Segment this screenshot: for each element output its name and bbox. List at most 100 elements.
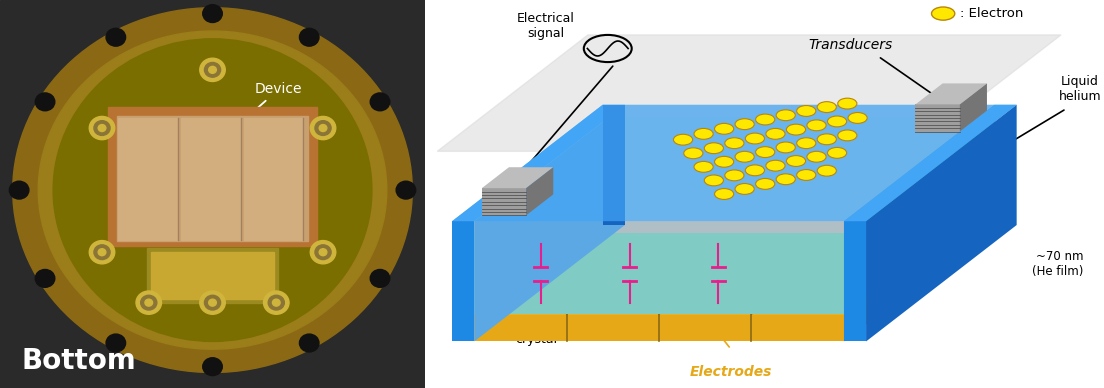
- Bar: [147, 248, 278, 303]
- Polygon shape: [481, 188, 527, 215]
- Circle shape: [35, 93, 55, 111]
- Circle shape: [755, 147, 775, 158]
- Polygon shape: [475, 314, 843, 341]
- Text: Transducers: Transducers: [808, 38, 893, 52]
- Circle shape: [786, 156, 806, 166]
- Polygon shape: [843, 116, 995, 314]
- Polygon shape: [843, 105, 1017, 221]
- Circle shape: [98, 125, 106, 132]
- Polygon shape: [843, 105, 995, 233]
- Polygon shape: [915, 83, 987, 104]
- Text: Electrodes: Electrodes: [690, 365, 772, 379]
- Circle shape: [140, 295, 157, 310]
- Circle shape: [89, 241, 115, 264]
- Circle shape: [817, 165, 837, 176]
- Bar: [151, 252, 274, 299]
- Circle shape: [310, 116, 336, 140]
- Circle shape: [145, 299, 152, 306]
- Circle shape: [755, 114, 775, 125]
- Circle shape: [735, 151, 754, 162]
- Circle shape: [315, 245, 331, 260]
- Polygon shape: [603, 105, 625, 225]
- Text: : Electron: : Electron: [960, 7, 1023, 20]
- Polygon shape: [475, 105, 995, 221]
- Circle shape: [299, 334, 319, 352]
- Circle shape: [370, 93, 390, 111]
- Circle shape: [396, 181, 416, 199]
- Circle shape: [370, 270, 390, 288]
- Circle shape: [39, 31, 386, 349]
- Circle shape: [725, 170, 744, 181]
- Circle shape: [766, 128, 785, 139]
- Polygon shape: [475, 221, 843, 233]
- Polygon shape: [475, 198, 995, 314]
- Circle shape: [786, 124, 806, 135]
- Text: ~70 nm
(He film): ~70 nm (He film): [1032, 250, 1083, 278]
- Circle shape: [319, 249, 327, 256]
- Polygon shape: [915, 104, 959, 132]
- Circle shape: [315, 121, 331, 135]
- Circle shape: [828, 147, 847, 158]
- Circle shape: [13, 8, 412, 372]
- Circle shape: [204, 62, 221, 77]
- Polygon shape: [475, 233, 843, 314]
- Circle shape: [776, 142, 795, 153]
- Circle shape: [136, 291, 161, 314]
- Circle shape: [200, 291, 225, 314]
- Text: Device: Device: [191, 82, 302, 168]
- Polygon shape: [437, 35, 1061, 151]
- Circle shape: [745, 133, 764, 144]
- Circle shape: [817, 102, 837, 113]
- Circle shape: [766, 160, 785, 171]
- Circle shape: [714, 156, 734, 167]
- Circle shape: [776, 110, 795, 121]
- Bar: [181, 118, 241, 240]
- Circle shape: [797, 138, 816, 149]
- Circle shape: [310, 241, 336, 264]
- Circle shape: [35, 269, 55, 287]
- Bar: [108, 107, 317, 246]
- Circle shape: [98, 249, 106, 256]
- Circle shape: [755, 178, 775, 189]
- Circle shape: [817, 134, 837, 145]
- Circle shape: [264, 291, 289, 314]
- Circle shape: [273, 299, 280, 306]
- Circle shape: [745, 165, 764, 176]
- Circle shape: [838, 98, 857, 109]
- Circle shape: [704, 175, 723, 186]
- Circle shape: [735, 184, 754, 194]
- Circle shape: [200, 58, 225, 81]
- Circle shape: [209, 299, 216, 306]
- Circle shape: [299, 28, 319, 46]
- Circle shape: [797, 170, 816, 180]
- Text: Bottom: Bottom: [21, 346, 136, 374]
- Polygon shape: [843, 198, 995, 341]
- Circle shape: [694, 128, 713, 139]
- Ellipse shape: [53, 39, 372, 341]
- Circle shape: [203, 358, 222, 376]
- Circle shape: [694, 161, 713, 172]
- Circle shape: [209, 66, 216, 73]
- Circle shape: [9, 181, 29, 199]
- Polygon shape: [453, 221, 475, 341]
- Circle shape: [683, 148, 703, 159]
- Circle shape: [807, 151, 826, 162]
- Circle shape: [725, 138, 744, 149]
- Text: Liquid
helium: Liquid helium: [1059, 75, 1102, 103]
- Polygon shape: [453, 105, 625, 221]
- Circle shape: [106, 28, 126, 46]
- Circle shape: [319, 125, 327, 132]
- Polygon shape: [843, 105, 995, 341]
- Bar: [118, 118, 178, 240]
- Circle shape: [204, 295, 221, 310]
- Polygon shape: [475, 116, 995, 233]
- Circle shape: [89, 116, 115, 140]
- Text: Piezoelectric
crystal: Piezoelectric crystal: [497, 318, 575, 346]
- Circle shape: [714, 123, 734, 134]
- Circle shape: [735, 119, 754, 130]
- Polygon shape: [527, 167, 553, 215]
- Circle shape: [838, 130, 857, 141]
- Circle shape: [106, 334, 126, 352]
- Circle shape: [807, 120, 826, 131]
- Circle shape: [848, 113, 867, 123]
